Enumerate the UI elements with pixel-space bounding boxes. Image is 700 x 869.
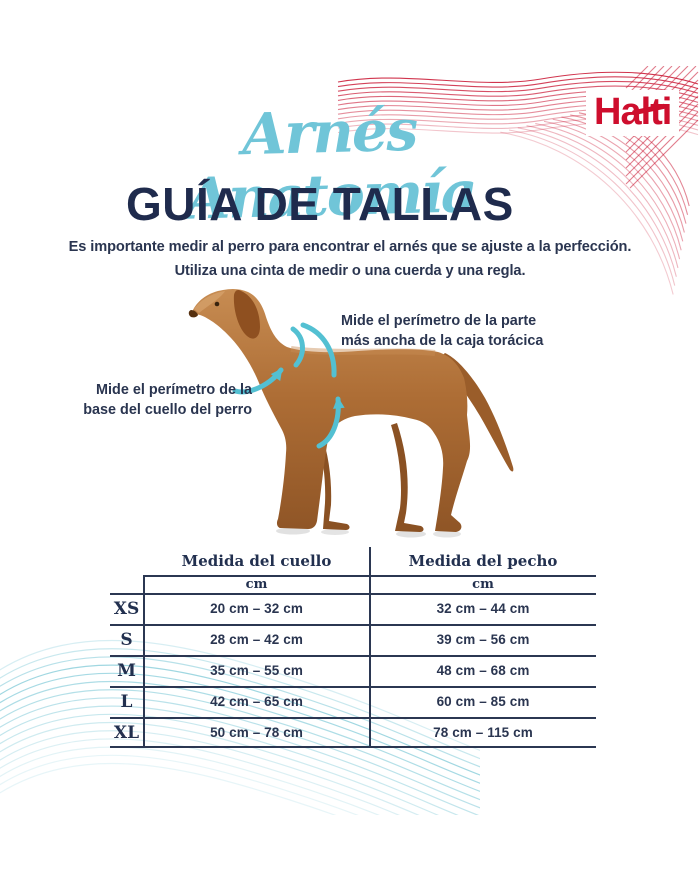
dog-ear: [233, 290, 260, 339]
chest-range: 48 cm – 68 cm: [436, 663, 530, 678]
neck-measure-arc-back: [290, 326, 305, 368]
chest-measure-arrow: [316, 396, 345, 449]
table-line: [143, 575, 596, 577]
size-label: XL: [113, 722, 140, 743]
dog-illustration: [188, 288, 514, 538]
chest-measure-note: Mide el perímetro de la parte más ancha …: [341, 313, 544, 349]
table-line: [143, 575, 145, 748]
chest-range: 60 cm – 85 cm: [436, 694, 530, 709]
column-header-neck: Medida del cuello: [181, 552, 332, 570]
column-header-chest: Medida del pecho: [408, 552, 558, 570]
size-label: S: [120, 629, 133, 650]
table-corner: [110, 547, 143, 575]
table-line: [110, 624, 596, 626]
size-label: XS: [113, 598, 140, 619]
neck-range: 28 cm – 42 cm: [210, 632, 303, 647]
dog-far-rear-leg: [391, 423, 424, 532]
size-label: L: [120, 691, 133, 712]
neck-range: 20 cm – 32 cm: [210, 601, 303, 616]
intro-text: Es importante medir al perro para encont…: [68, 239, 632, 279]
brand-logo: Halti: [586, 90, 680, 136]
chest-range: 32 cm – 44 cm: [436, 601, 530, 616]
table-line: [110, 746, 596, 748]
size-table: Medida del cuello Medida del pecho cm cm…: [110, 547, 596, 749]
neck-range: 35 cm – 55 cm: [210, 663, 303, 678]
unit-label-neck: cm: [245, 576, 268, 592]
neck-measure-note: Mide el perímetro de la base del cuello …: [83, 382, 252, 418]
neck-range: 42 cm – 65 cm: [210, 694, 303, 709]
table-line: [110, 686, 596, 688]
table-line: [110, 593, 596, 595]
chest-range: 39 cm – 56 cm: [436, 632, 530, 647]
dog-body: [192, 288, 471, 532]
table-line: [369, 547, 371, 748]
unit-label-chest: cm: [472, 576, 494, 592]
chest-range: 78 cm – 115 cm: [433, 725, 533, 740]
dog-back-highlight: [290, 346, 436, 356]
chest-measure-arc-top: [300, 322, 337, 378]
size-label: M: [117, 660, 136, 681]
page-title: GUÍA DE TALLAS: [126, 178, 514, 230]
table-line: [110, 717, 596, 719]
dog-muzzle-highlight: [194, 291, 225, 313]
dog-nose: [188, 310, 198, 318]
dog-eye: [214, 301, 220, 307]
neck-measure-arrow: [232, 367, 284, 395]
paw-shadows: [276, 527, 461, 538]
table-corner: [110, 575, 143, 593]
table-line: [110, 655, 596, 657]
neck-range: 50 cm – 78 cm: [210, 725, 303, 740]
